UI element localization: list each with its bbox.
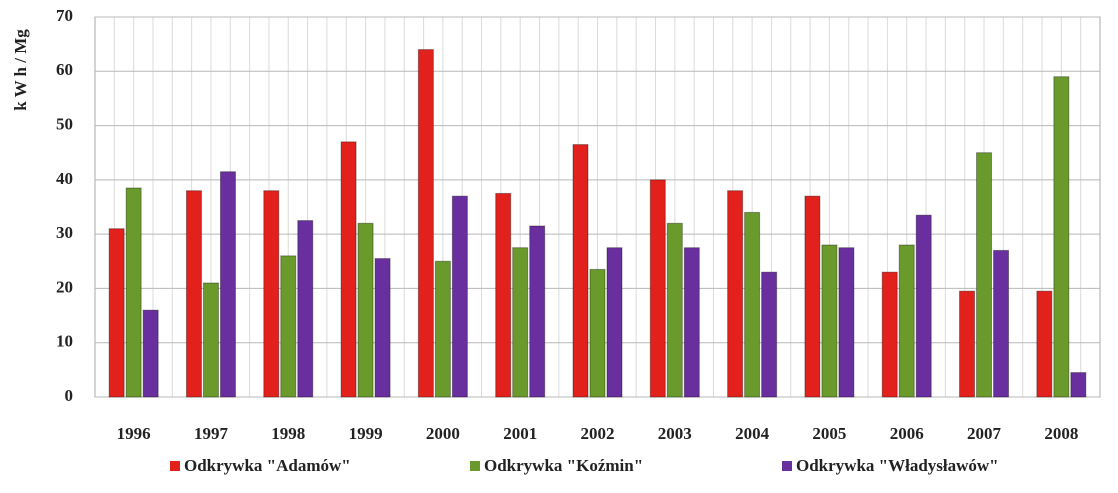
x-tick-label: 2002 (581, 424, 615, 443)
bar (572, 144, 589, 398)
bar (512, 247, 529, 398)
bar (666, 222, 683, 398)
y-axis-label: k W h / Mg (11, 29, 30, 111)
bar (280, 255, 297, 398)
x-tick-label: 1999 (349, 424, 383, 443)
y-tick-label: 50 (56, 114, 73, 133)
y-tick-label: 60 (56, 60, 73, 79)
bar (915, 214, 932, 398)
bar (417, 49, 434, 398)
x-tick-label: 2007 (967, 424, 1002, 443)
x-tick-label: 1997 (194, 424, 229, 443)
bar (838, 247, 855, 398)
y-tick-label: 10 (56, 332, 73, 351)
bar (1070, 372, 1087, 398)
bar (451, 195, 468, 398)
bar (993, 249, 1010, 398)
legend-swatch (470, 461, 480, 471)
bar (202, 282, 219, 398)
bar (649, 179, 666, 398)
y-tick-label: 0 (65, 386, 74, 405)
bar (374, 258, 391, 398)
x-tick-label: 2008 (1044, 424, 1078, 443)
x-tick-label: 1996 (117, 424, 151, 443)
x-tick-label: 2005 (812, 424, 846, 443)
bar (219, 171, 236, 398)
legend-label: Odkrywka "Władysławów" (796, 456, 999, 475)
x-tick-label: 2004 (735, 424, 770, 443)
bar (1036, 290, 1053, 398)
bar (125, 187, 142, 398)
legend-swatch (170, 461, 180, 471)
legend-label: Odkrywka "Adamów" (184, 456, 351, 475)
bar (683, 247, 700, 398)
bar (185, 190, 202, 398)
x-tick-label: 2001 (503, 424, 537, 443)
bar (606, 247, 623, 398)
bar (357, 222, 374, 398)
legend-swatch (782, 461, 792, 471)
bar (263, 190, 280, 398)
bar (589, 268, 606, 398)
y-tick-label: 40 (56, 169, 73, 188)
bar (340, 141, 357, 398)
bar (434, 260, 451, 398)
x-tick-label: 2000 (426, 424, 460, 443)
y-tick-label: 30 (56, 223, 73, 242)
bar (142, 309, 159, 398)
bar (821, 244, 838, 398)
y-tick-label: 20 (56, 277, 73, 296)
bar (727, 190, 744, 398)
bar (495, 192, 512, 398)
bar (881, 271, 898, 398)
x-tick-label: 2003 (658, 424, 692, 443)
x-tick-label: 1998 (271, 424, 305, 443)
bar (976, 152, 993, 398)
bar (761, 271, 778, 398)
bar (804, 195, 821, 398)
bar (898, 244, 915, 398)
bar (529, 225, 546, 398)
bar (1053, 76, 1070, 398)
legend-label: Odkrywka "Koźmin" (484, 456, 643, 475)
bar (744, 211, 761, 398)
x-tick-label: 2006 (890, 424, 924, 443)
bar (959, 290, 976, 398)
bar (108, 228, 125, 398)
bar (297, 220, 314, 398)
y-tick-label: 70 (56, 6, 73, 25)
